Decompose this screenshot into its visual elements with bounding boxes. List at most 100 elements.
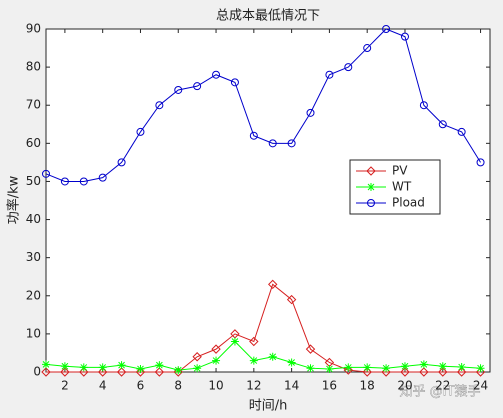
y-tick-label: 50: [26, 174, 41, 188]
y-tick-label: 80: [26, 60, 41, 74]
series-line: [45, 28, 481, 182]
marker: [136, 127, 145, 136]
marker: [367, 183, 375, 191]
marker: [287, 139, 296, 148]
marker: [42, 360, 50, 369]
marker: [212, 356, 221, 365]
x-tick-label: 20: [397, 379, 412, 393]
marker: [249, 356, 258, 365]
marker: [344, 363, 353, 372]
marker: [419, 367, 429, 377]
marker: [457, 363, 466, 372]
marker: [193, 364, 202, 373]
marker: [268, 139, 277, 148]
marker: [60, 367, 70, 377]
marker: [193, 82, 202, 91]
marker: [419, 360, 428, 369]
y-tick-label: 30: [26, 250, 41, 264]
marker: [249, 336, 259, 347]
marker: [98, 363, 107, 372]
y-tick-label: 10: [26, 326, 41, 340]
marker: [363, 44, 372, 53]
marker: [135, 367, 146, 377]
marker: [155, 101, 164, 110]
marker: [268, 279, 278, 290]
x-tick-label: 12: [246, 379, 261, 393]
y-tick-label: 40: [26, 212, 41, 226]
marker: [154, 367, 165, 377]
marker: [286, 294, 297, 305]
marker: [249, 131, 258, 140]
marker: [419, 101, 428, 110]
x-tick-label: 8: [174, 379, 182, 393]
y-tick-label: 60: [26, 136, 41, 150]
x-tick-label: 14: [284, 379, 299, 393]
watermark: 知乎 @IT猿手: [400, 384, 481, 400]
marker: [79, 363, 88, 372]
y-tick-label: 0: [33, 365, 41, 379]
marker: [366, 166, 376, 176]
marker: [230, 78, 239, 87]
x-tick-label: 16: [322, 379, 337, 393]
marker: [363, 363, 372, 372]
chart-title: 总成本最低情况下: [216, 9, 320, 24]
marker: [400, 367, 410, 377]
marker: [400, 362, 409, 371]
marker: [476, 364, 485, 373]
legend-label: Pload: [392, 196, 425, 210]
marker: [344, 63, 353, 72]
marker: [79, 177, 88, 186]
y-tick-label: 70: [26, 98, 41, 112]
marker: [117, 158, 126, 167]
marker: [211, 344, 221, 354]
marker: [136, 364, 145, 373]
marker: [306, 108, 315, 117]
marker: [456, 367, 467, 377]
marker: [438, 120, 447, 129]
x-tick-label: 10: [208, 379, 223, 393]
marker: [325, 364, 334, 373]
marker: [438, 367, 448, 377]
marker: [116, 367, 127, 377]
y-axis-label: 功率/kw: [6, 175, 22, 224]
marker: [305, 344, 316, 354]
marker: [382, 25, 391, 33]
marker: [306, 364, 315, 373]
legend-label: WT: [392, 180, 412, 194]
marker: [60, 177, 69, 186]
y-tick-label: 20: [26, 288, 41, 302]
marker: [192, 352, 202, 362]
marker: [343, 365, 354, 375]
marker: [230, 337, 239, 346]
x-tick-label: 18: [360, 379, 375, 393]
marker: [41, 367, 51, 377]
marker: [367, 199, 375, 207]
legend-label: PV: [392, 164, 408, 178]
x-tick-label: 22: [435, 379, 450, 393]
marker: [117, 361, 126, 370]
marker: [42, 169, 50, 178]
x-tick-label: 24: [473, 379, 488, 393]
series-line: [46, 283, 481, 373]
marker: [212, 70, 221, 79]
marker: [174, 85, 183, 94]
legend: PV WT Pload: [349, 159, 441, 215]
marker: [325, 70, 334, 79]
marker: [60, 362, 69, 371]
x-tick-label: 4: [99, 379, 107, 393]
marker: [98, 173, 107, 182]
x-axis-label: 时间/h: [249, 399, 288, 414]
marker: [382, 364, 391, 373]
x-tick-label: 6: [137, 379, 145, 393]
x-tick-label: 2: [61, 379, 69, 393]
marker: [268, 352, 277, 361]
marker: [174, 366, 183, 375]
marker: [155, 361, 164, 370]
marker: [476, 158, 485, 167]
marker: [438, 362, 447, 371]
y-tick-label: 90: [26, 22, 41, 36]
marker: [400, 32, 409, 41]
marker: [173, 367, 183, 377]
marker: [457, 127, 466, 136]
